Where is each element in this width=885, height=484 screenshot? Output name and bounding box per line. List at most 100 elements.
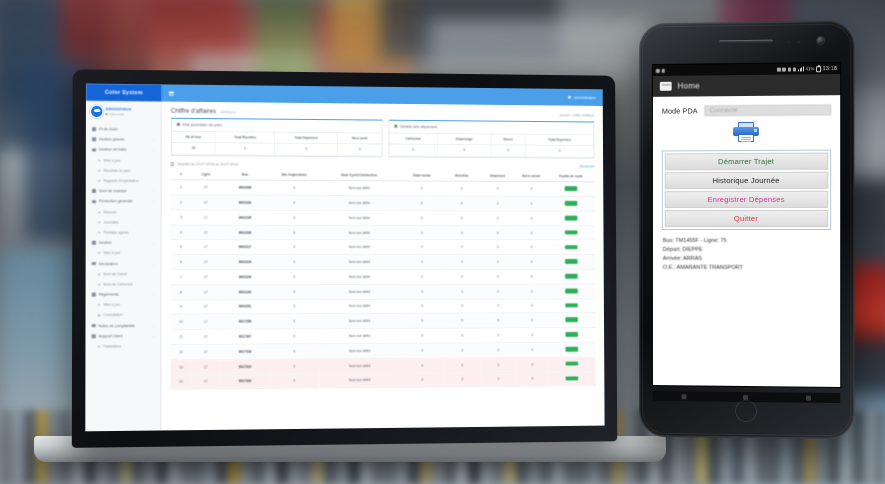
details-button[interactable] (564, 215, 578, 221)
table-cell: 8002068 (220, 180, 270, 196)
battery-icon (815, 65, 821, 72)
details-button[interactable] (564, 244, 578, 250)
sidebar-item-12[interactable]: Mise à jour (86, 248, 161, 258)
details-button[interactable] (564, 201, 578, 206)
table-row[interactable]: 1 17 8002068 0 Nom non défini 0 0 0 0 (170, 180, 595, 197)
sidebar-item-label: Journalier (103, 220, 119, 225)
sidebar-item-icon (91, 292, 96, 297)
sidebar-item-3[interactable]: Mise à jour (86, 155, 161, 166)
table-row[interactable]: 2 17 8002184 0 Nom non défini 0 0 0 0 (170, 194, 595, 212)
stat-col-header: Carburant (389, 132, 438, 145)
details-button[interactable] (565, 288, 578, 294)
row-action-button[interactable] (547, 211, 595, 226)
sidebar-item-6[interactable]: Suivi de chantier › (86, 186, 161, 197)
chevron-right-icon: › (153, 240, 155, 245)
details-button[interactable] (565, 303, 578, 308)
row-action-button[interactable] (548, 371, 596, 387)
sidebar-item-17[interactable]: Mise à jour (86, 300, 161, 311)
phone-button-1[interactable]: Historique Journée (664, 171, 829, 190)
sidebar-item-11[interactable]: Gestion › (86, 238, 161, 248)
table-cell: 0 (400, 313, 445, 329)
topbar-user[interactable]: Administrateur (568, 95, 596, 100)
details-button[interactable] (565, 332, 579, 337)
column-header[interactable]: Bus (220, 169, 270, 181)
row-action-button[interactable] (547, 327, 596, 343)
stat-value: 0 (389, 143, 438, 157)
phone-button-2[interactable]: Enregistrer Dépenses (664, 190, 829, 209)
sidebar-item-icon (98, 210, 101, 214)
column-header[interactable]: Recettes (443, 170, 480, 182)
phone-screen: 41% 13:18 Home Mode PDA Connecté (652, 62, 841, 387)
row-action-button[interactable] (547, 181, 595, 197)
phone-home-button[interactable] (735, 400, 757, 422)
home-icon[interactable] (743, 394, 749, 400)
sidebar-item-5[interactable]: Rapports d'exploitation (86, 176, 161, 187)
sidebar-user[interactable]: Administrateur Disponible (86, 101, 161, 124)
breadcrumb[interactable]: Accueil / Chiffre d'affaires (559, 113, 595, 118)
table-cell: Nom non défini (318, 195, 400, 211)
sidebar-item-icon (92, 127, 96, 132)
back-icon[interactable] (681, 393, 687, 399)
sidebar-item-1[interactable]: Gestion grèves › (86, 134, 161, 145)
mode-pda-field[interactable]: Connecté (704, 104, 832, 117)
table-row[interactable]: 5 17 8002217 0 Nom non défini 0 0 0 0 (170, 239, 595, 255)
column-header[interactable]: Nom Cycle/Conducteur (318, 169, 400, 182)
column-header[interactable]: # (170, 169, 192, 181)
table-row[interactable]: 4 17 8002206 0 Nom non défini 0 0 0 0 (170, 224, 595, 241)
sidebar-item-16[interactable]: Règlements › (86, 289, 161, 300)
sidebar-item-15[interactable]: Bons de Carburant (86, 279, 161, 289)
print-action[interactable] (662, 121, 831, 143)
brand-logo[interactable]: Color System (85, 83, 162, 102)
sidebar-item-18[interactable]: Consultation (86, 310, 161, 321)
sidebar-item-8[interactable]: Résumé (86, 207, 161, 218)
column-header[interactable]: Feuille de route (547, 171, 595, 183)
table-row[interactable]: 6 17 8002228 0 Nom non défini 0 0 0 0 (170, 254, 596, 270)
sidebar-item-0[interactable]: Fil de Suivi (86, 124, 161, 135)
table-cell: 8002240 (220, 284, 270, 300)
details-button[interactable] (565, 259, 578, 264)
row-action-button[interactable] (547, 298, 596, 314)
column-header[interactable]: Dépenses (479, 170, 516, 182)
phone-button-0[interactable]: Démarrer Trajet (664, 152, 829, 171)
sidebar-item-2[interactable]: Gestion de trafic › (86, 145, 161, 156)
sidebar-item-20[interactable]: Support Client › (85, 331, 160, 342)
table-row[interactable]: 7 17 8002239 0 Nom non défini 0 0 0 0 (170, 269, 596, 285)
search-link[interactable]: Recherche (579, 164, 595, 169)
column-header[interactable]: Net à verser (515, 171, 548, 182)
sidebar-item-13[interactable]: Déclaration › (86, 258, 161, 268)
row-action-button[interactable] (547, 283, 596, 299)
sidebar-item-7[interactable]: Production générale › (86, 196, 161, 207)
details-button[interactable] (565, 273, 578, 279)
details-button[interactable] (565, 317, 578, 323)
row-action-button[interactable] (547, 225, 595, 241)
sidebar-item-9[interactable]: Journalier (86, 217, 161, 227)
phone-button-3[interactable]: Quitter (664, 209, 829, 228)
table-row[interactable]: 14 17 8017330 0 Nom non défini 0 0 0 0 (170, 371, 596, 390)
row-action-button[interactable] (547, 313, 596, 328)
column-header[interactable]: Ligne (191, 169, 221, 181)
table-row[interactable]: 9 17 8002251 0 Nom non défini 0 0 0 0 (170, 298, 596, 315)
sidebar-item-21[interactable]: Paramètres (85, 341, 160, 352)
details-button[interactable] (564, 230, 578, 235)
recents-icon[interactable] (806, 395, 812, 401)
row-action-button[interactable] (547, 254, 596, 270)
sidebar-item-19[interactable]: Notes de comptabilité › (85, 320, 160, 331)
row-action-button[interactable] (548, 356, 596, 372)
details-button[interactable] (564, 186, 578, 192)
hamburger-icon[interactable] (168, 91, 174, 96)
sidebar-item-14[interactable]: Bons de Gasoil (86, 269, 161, 279)
column-header[interactable]: Total vendu (399, 170, 444, 182)
details-button[interactable] (565, 375, 579, 381)
app-body: Administrateur Disponible Fil de Suivi Ge… (85, 83, 605, 432)
details-button[interactable] (565, 346, 579, 352)
table-row[interactable]: 8 17 8002240 0 Nom non défini 0 0 0 0 (170, 283, 596, 300)
details-button[interactable] (565, 361, 579, 367)
sidebar-item-4[interactable]: Résultats du parc (86, 165, 161, 176)
row-action-button[interactable] (547, 240, 595, 255)
sidebar-item-10[interactable]: Pointage agents (86, 227, 161, 237)
table-row[interactable]: 3 17 8002195 0 Nom non défini 0 0 0 0 (170, 209, 595, 226)
row-action-button[interactable] (547, 196, 595, 212)
row-action-button[interactable] (547, 269, 596, 284)
column-header[interactable]: Nbr inspections (269, 169, 319, 181)
row-action-button[interactable] (547, 342, 596, 358)
